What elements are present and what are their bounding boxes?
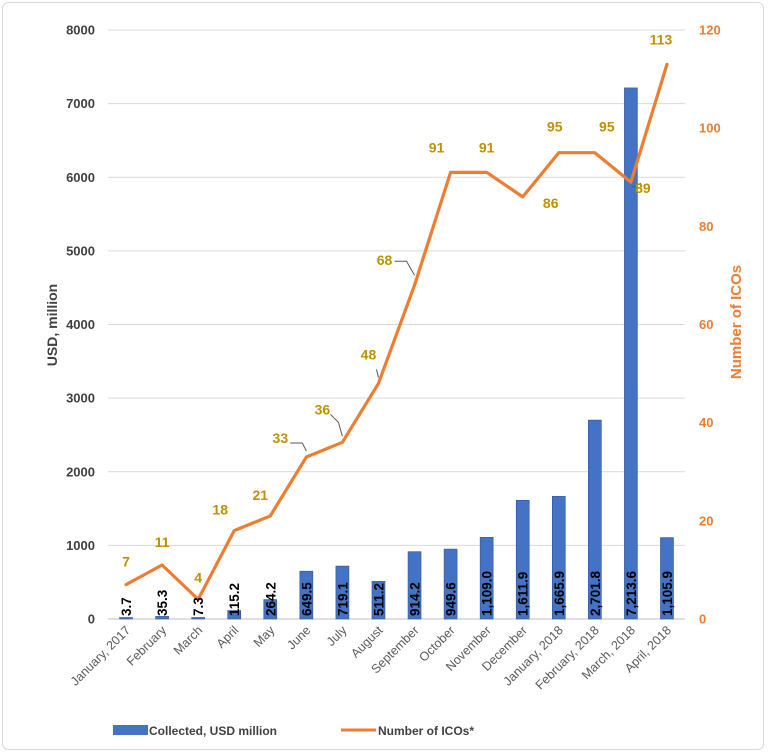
y2-axis-title: Number of ICOs (728, 265, 745, 379)
bar-label-13: 2,701.8 (588, 570, 603, 616)
bar-label-9: 949.6 (444, 582, 459, 616)
bar-series (119, 87, 674, 620)
bar-4 (263, 599, 278, 620)
y2-tick-label-1: 20 (699, 513, 713, 528)
bar-10 (479, 537, 494, 620)
line-labels: 7 11 4 18 21 33 36 48 68 91 91 86 95 95 89 113 (122, 31, 672, 585)
bar-label-4: 264.2 (263, 582, 278, 616)
bar-15 (660, 537, 674, 620)
y-tick-label-7: 7000 (66, 96, 95, 111)
bar-5 (299, 570, 314, 620)
y2-tick-label-3: 60 (699, 317, 713, 332)
bar-label-12: 1,665.9 (552, 571, 567, 616)
bar-9 (443, 548, 458, 620)
x-tick-label-6: July (324, 623, 350, 649)
y-tick-label-4: 4000 (66, 317, 95, 332)
x-tick-label-0: January, 2017 (68, 623, 133, 688)
y2-tick-label-0: 0 (699, 612, 706, 627)
bar-8 (407, 551, 422, 620)
line-label-14: 89 (635, 180, 651, 196)
y-tick-label-1: 1000 (66, 538, 95, 553)
bar-label-2: 7.3 (191, 597, 206, 616)
leader-line-8 (394, 260, 415, 276)
bar-label-0: 3.7 (119, 597, 134, 616)
bar-13 (588, 419, 602, 620)
y-tick-label-2: 2000 (66, 464, 95, 479)
bar-label-7: 511.2 (371, 583, 386, 616)
bar-12 (551, 496, 566, 620)
leader-line-5 (290, 442, 307, 452)
line-series (124, 62, 669, 601)
y-tick-label-8: 8000 (66, 23, 95, 38)
x-tick-label-2: March (171, 623, 205, 657)
y2-tick-label-6: 120 (699, 23, 721, 38)
y2-tick-label-5: 100 (699, 121, 721, 136)
bar-1 (155, 616, 169, 620)
line-label-8: 68 (377, 252, 393, 268)
bar-labels: 3.7 35.3 7.3 115.2 264.2 649.5 719.1 511.2 914.2… (119, 570, 675, 616)
legend-label-line: Number of ICOs* (378, 724, 474, 738)
bar-3 (227, 610, 242, 620)
x-tick-label-5: June (284, 623, 313, 652)
x-tick-label-13: February, 2018 (533, 623, 602, 692)
leader-line-14 (632, 182, 642, 188)
line-label-3: 18 (212, 502, 228, 518)
bar-label-15: 1,105.9 (660, 571, 675, 616)
line-label-5: 33 (273, 430, 289, 446)
line-label-9: 91 (429, 139, 445, 155)
line-label-7: 48 (361, 346, 377, 362)
bar-label-1: 35.3 (155, 589, 170, 616)
bar-0 (119, 617, 133, 620)
line-label-10: 91 (479, 139, 495, 155)
bar-14 (624, 87, 638, 620)
bar-label-10: 1,109.0 (480, 571, 495, 616)
y2-tick-label-4: 80 (699, 219, 713, 234)
x-tick-label-4: May (251, 623, 278, 650)
left-axis: 0 1000 2000 3000 4000 5000 6000 7000 8000 (66, 23, 95, 627)
line-label-0: 7 (122, 554, 130, 570)
y-axis-title: USD, million (44, 284, 60, 366)
bar-label-14: 7,213.6 (624, 570, 639, 616)
legend-swatch-bars (113, 725, 148, 735)
line-label-11: 86 (543, 195, 559, 211)
legend: Collected, USD million Number of ICOs* (113, 724, 474, 738)
bar-7 (371, 581, 386, 620)
bar-11 (515, 500, 530, 620)
y-tick-label-6: 6000 (66, 170, 95, 185)
bar-label-8: 914.2 (408, 582, 423, 616)
line-label-4: 21 (252, 487, 268, 503)
line-label-1: 11 (155, 534, 170, 550)
line-label-6: 36 (315, 401, 331, 417)
bar-6 (335, 565, 350, 620)
y-tick-label-5: 5000 (66, 243, 95, 258)
line-label-12: 95 (547, 119, 563, 135)
bar-label-11: 1,611.9 (516, 572, 531, 616)
line-label-13: 95 (599, 119, 615, 135)
x-tick-label-3: April (214, 623, 242, 651)
legend-label-bars: Collected, USD million (149, 724, 277, 738)
bar-label-3: 115.2 (227, 583, 242, 616)
bar-label-5: 649.5 (299, 582, 314, 616)
y-tick-label-3: 3000 (66, 391, 95, 406)
right-axis: 0 20 40 60 80 100 120 (699, 23, 721, 627)
leader-line-7 (375, 369, 379, 378)
leader-line-6 (330, 413, 343, 437)
ico-line (124, 62, 669, 601)
x-tick-label-1: February (124, 623, 170, 669)
bar-2 (191, 617, 205, 620)
bar-label-6: 719.1 (335, 582, 350, 616)
line-label-15: 113 (650, 31, 673, 47)
y2-tick-label-2: 40 (699, 415, 713, 430)
line-label-2: 4 (194, 569, 202, 585)
y-tick-label-0: 0 (88, 612, 95, 627)
